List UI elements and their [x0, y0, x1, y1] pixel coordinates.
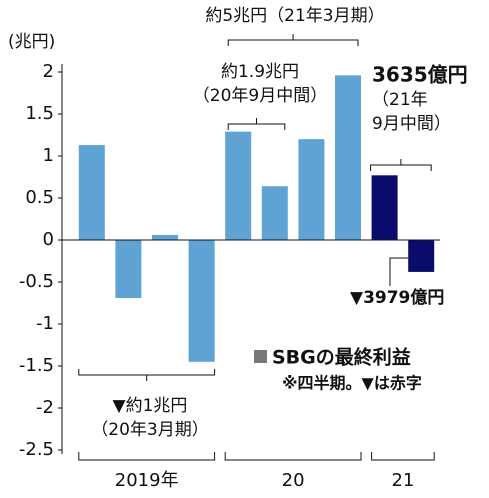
group-label: 2019年	[115, 470, 179, 491]
bar	[78, 145, 105, 240]
group-bracket	[224, 452, 362, 461]
bar	[152, 234, 178, 240]
bracket	[227, 118, 286, 130]
y-tick-label: -2	[36, 397, 54, 418]
annotation: 9月中間）	[372, 114, 451, 134]
bracket	[370, 159, 432, 171]
bar	[371, 175, 398, 240]
y-tick-label: 2	[43, 61, 54, 82]
bar	[298, 139, 325, 240]
annotation: （21年	[372, 90, 428, 110]
annotation: 約5兆円（21年3月期）	[205, 6, 384, 26]
y-tick-label: -1.5	[19, 355, 54, 376]
note: ※四半期。▼は赤字	[282, 374, 422, 393]
group-label: 20	[282, 470, 305, 491]
y-unit-label: (兆円)	[8, 32, 55, 52]
bar	[115, 240, 142, 298]
annotation: ▼3979億円	[350, 287, 444, 308]
bar	[225, 131, 252, 240]
bracket	[227, 34, 359, 46]
annotation: （20年9月中間）	[193, 86, 327, 106]
annotation: 約1.9兆円	[221, 62, 299, 82]
y-tick-label: 1	[43, 145, 54, 166]
annotation: （20年3月期）	[91, 420, 208, 440]
bar	[408, 240, 435, 272]
y-tick-label: -0.5	[19, 271, 54, 292]
bracket	[78, 369, 216, 381]
y-tick-label: -2.5	[19, 439, 54, 460]
title-icon	[254, 350, 267, 363]
chart-title: SBGの最終利益	[272, 346, 411, 369]
y-tick-label: 1.5	[25, 103, 54, 124]
annotation: 3635億円	[372, 63, 468, 87]
group-bracket	[78, 452, 216, 461]
bar	[335, 75, 361, 240]
annotation: ▼約1兆円	[113, 396, 188, 416]
group-bracket	[371, 452, 435, 461]
leader-line	[389, 257, 409, 286]
y-tick-label: -1	[36, 313, 54, 334]
group-label: 21	[391, 470, 414, 491]
y-tick-label: 0.5	[25, 187, 54, 208]
y-tick-label: 0	[43, 229, 54, 250]
bar	[261, 186, 288, 240]
bar	[188, 240, 215, 362]
